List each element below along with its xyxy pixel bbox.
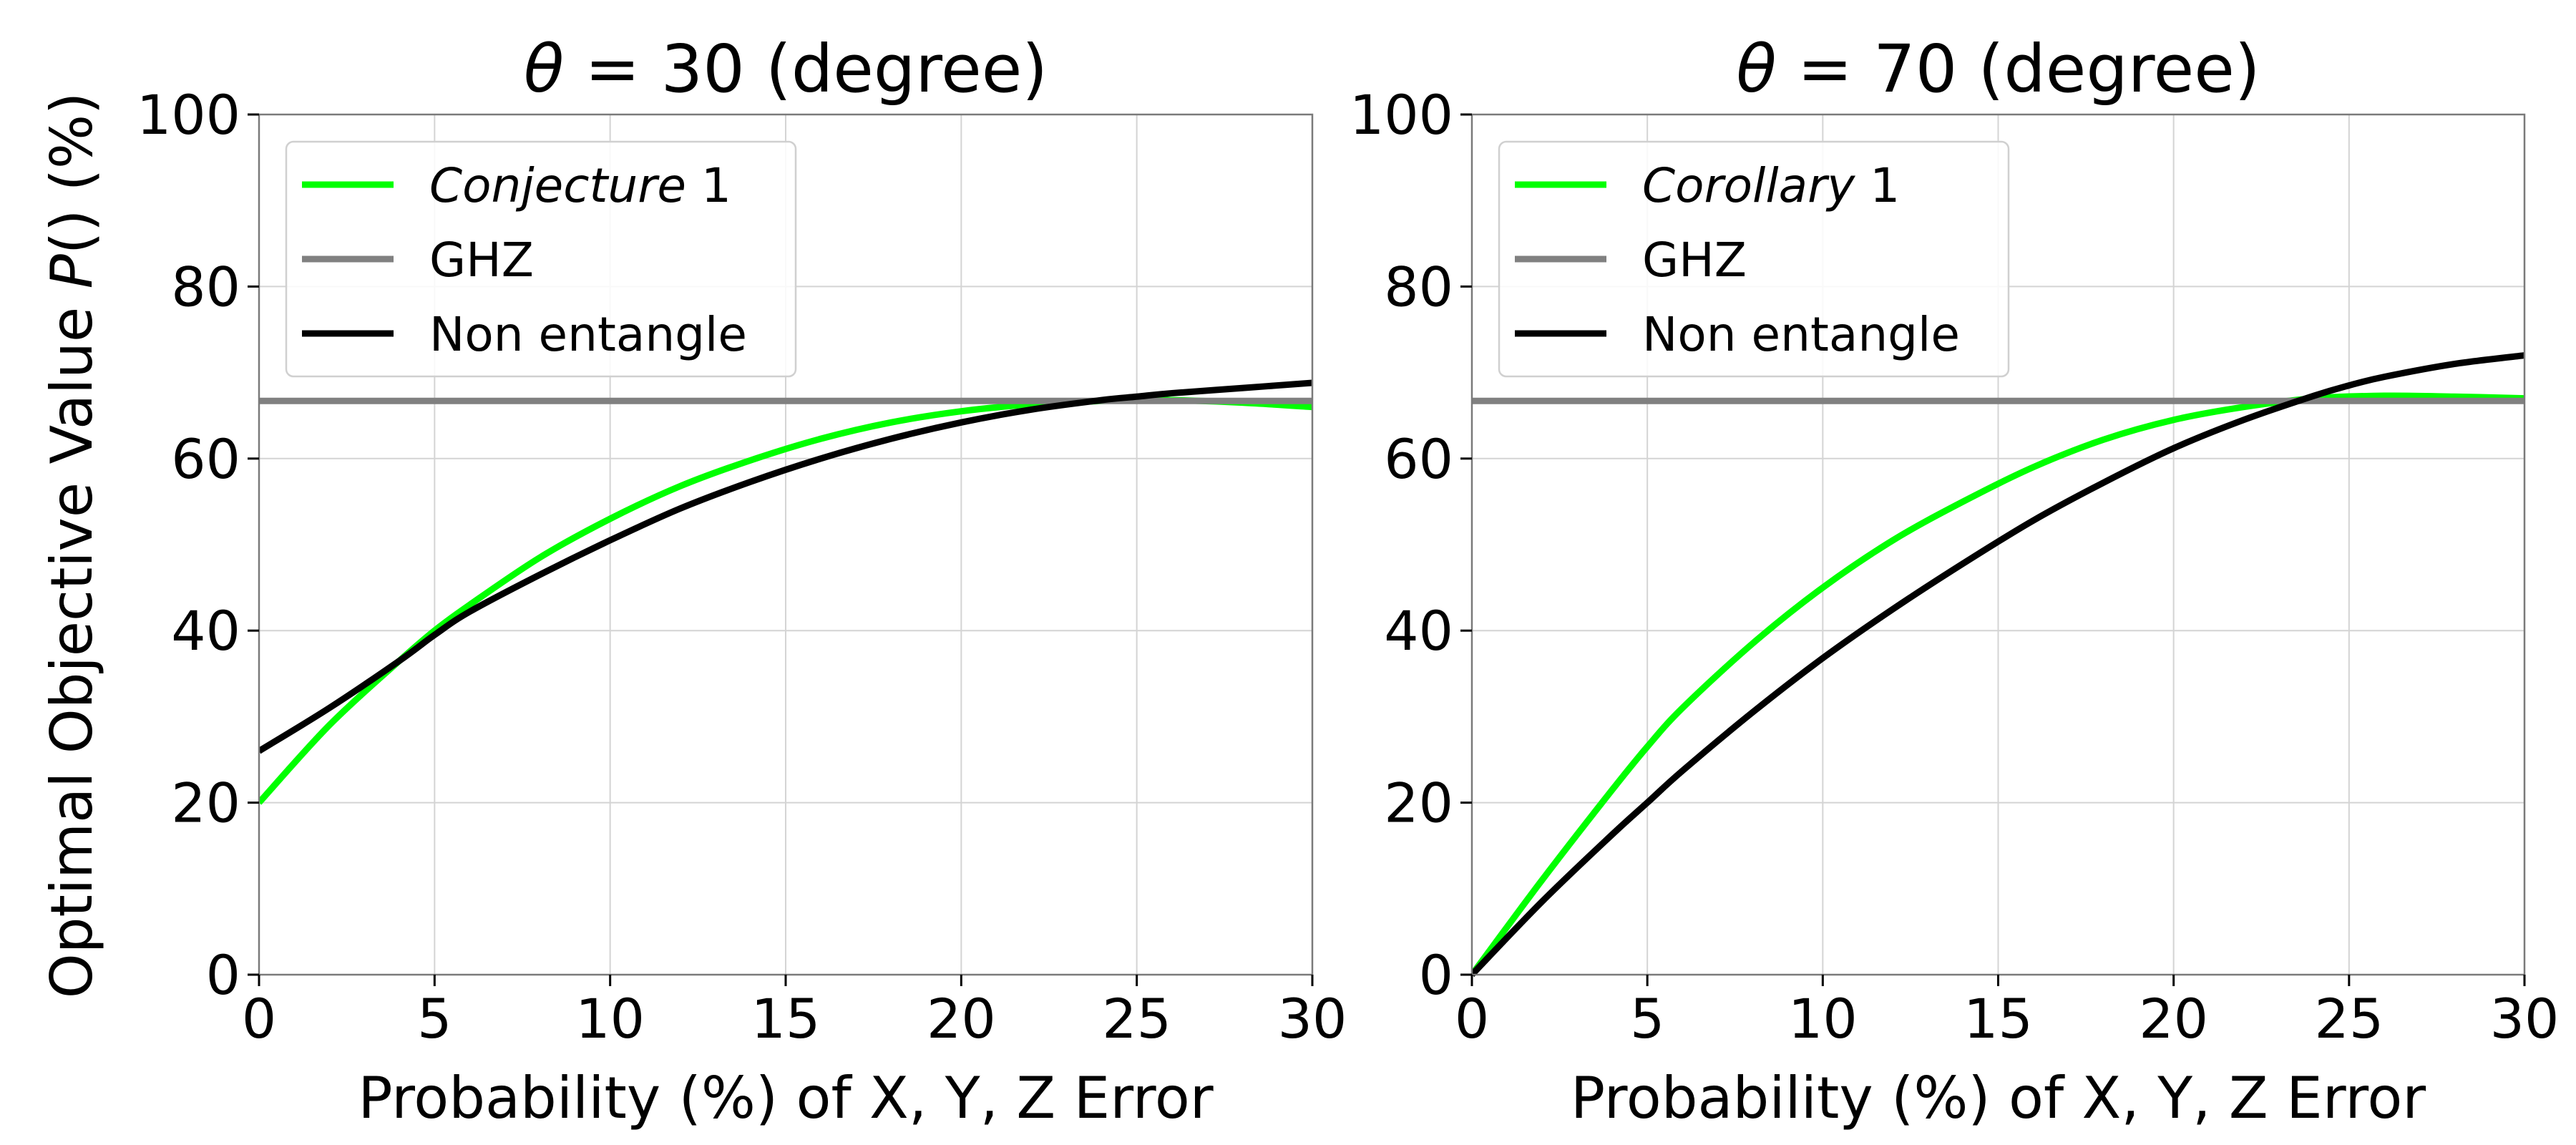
y-tick-label: 100 [137,83,240,147]
series-lines [259,379,1312,805]
x-tick-label: 0 [1455,987,1489,1051]
y-tick-label: 40 [1384,599,1453,663]
y-tick-label: 0 [1419,943,1453,1007]
x-tick-label: 20 [927,987,996,1051]
y-axis-label-suffix: () (%) [39,92,105,254]
chart-title-symbol: θ [524,31,564,107]
chart-title-symbol: θ [1736,31,1776,107]
x-axis-label: Probability (%) of X, Y, Z Error [1571,1065,2426,1131]
y-tick-label: 0 [206,943,240,1007]
y-axis-label-var: P [39,253,105,288]
y-axis-label: Optimal Objective Value P() (%) [39,92,105,998]
y-tick-label: 20 [1384,771,1453,835]
y-axis-label-prefix: Optimal Objective Value [39,288,105,998]
legend-label-plain: 1 [686,158,731,213]
legend-label-italic: Corollary [1642,158,1855,213]
chart-title: θ = 70 (degree) [1736,31,2260,107]
x-tick-label: 0 [242,987,276,1051]
series-line-non-entangle [1472,352,2524,978]
legend-frame [1498,140,2010,378]
legend-label: GHZ [429,233,534,288]
chart-panel-2: θ = 70 (degree) 0 5 10 15 20 25 30 0 20 40 60 80 100 P… [1350,31,2559,1131]
x-tick-label: 5 [417,987,452,1051]
chart-panel-1: θ = 30 (degree) 0 5 10 15 20 25 30 0 20 40 60 80 100 P… [137,31,1347,1131]
y-tick-label: 80 [1384,255,1453,318]
x-tick-label: 30 [1278,987,1347,1051]
legend: Conjecture 1 GHZ Non entangle [285,140,797,378]
x-tick-label: 10 [1788,987,1858,1051]
x-tick-label: 20 [2139,987,2208,1051]
series-line-non-entangle [259,379,1312,754]
x-tick-label: 15 [751,987,821,1051]
legend-label: Non entangle [1642,307,1960,362]
panels: θ = 30 (degree)0 5 10 15 20 25 30020406080100P… [137,31,2559,1131]
y-tick-label: 60 [1384,427,1453,491]
chart-title-text: = 30 (degree) [564,31,1048,107]
y-tick-label: 60 [171,427,240,491]
legend-label: Non entangle [429,307,747,362]
chart-title-text: = 70 (degree) [1777,31,2260,107]
legend-label: GHZ [1642,233,1747,288]
y-tick-label: 40 [171,599,240,663]
series-lines [1472,352,2524,978]
x-tick-label: 25 [1102,987,1171,1051]
y-tick-label: 20 [171,771,240,835]
x-tick-label: 25 [2314,987,2384,1051]
legend: Corollary 1 GHZ Non entangle [1498,140,2010,378]
y-tick-label: 100 [1350,83,1453,147]
legend-frame [285,140,797,378]
legend-label-italic: Conjecture [429,158,686,213]
x-tick-label: 10 [575,987,645,1051]
chart-title: θ = 30 (degree) [524,31,1048,107]
legend-label: Conjecture 1 [429,158,731,213]
x-tick-label: 30 [2490,987,2560,1051]
x-axis-label: Probability (%) of X, Y, Z Error [358,1065,1213,1131]
y-tick-label: 80 [171,255,240,318]
x-tick-label: 5 [1630,987,1664,1051]
legend-label: Corollary 1 [1642,158,1900,213]
legend-label-plain: 1 [1855,158,1900,213]
x-tick-label: 15 [1963,987,2033,1051]
